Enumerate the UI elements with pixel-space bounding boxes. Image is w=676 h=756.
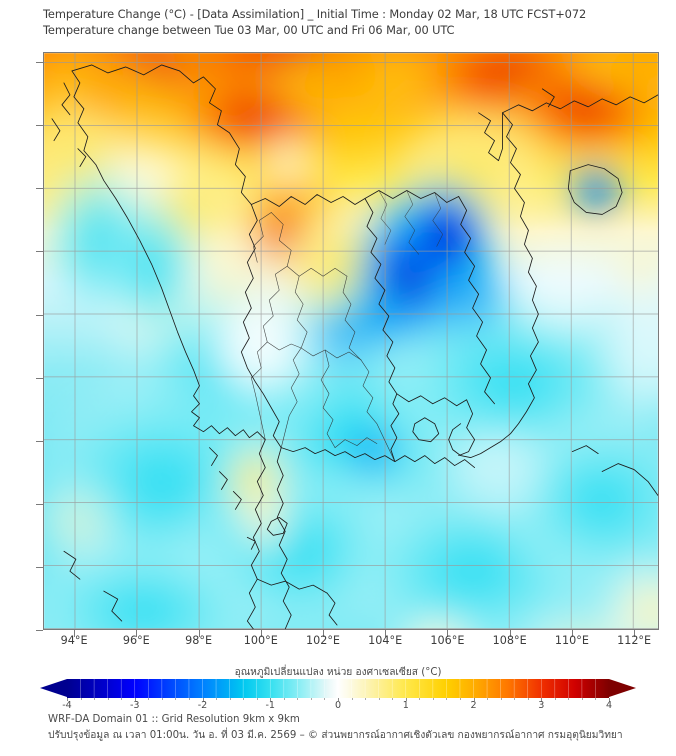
colorbar-tick-neg3 [134,698,136,701]
xtick-label-94E: 94°E [60,634,88,647]
colorbar-minor-tick [581,698,583,700]
colorbar-minor-tick [500,698,502,700]
colorbar-tick-4 [609,698,610,701]
footer: WRF-DA Domain 01 :: Grid Resolution 9km … [48,712,668,743]
colorbar-minor-tick [514,698,516,700]
colorbar-minor-tick [324,698,326,700]
xtick-label-106E: 106°E [430,634,465,647]
colorbar-minor-tick [107,698,109,700]
colorbar-tick-3 [541,698,543,701]
chart-title-line1: Temperature Change (°C) - [Data Assimila… [43,7,587,21]
colorbar-tick-label-3: 3 [538,700,545,711]
coastline-and-border-overlay [51,64,658,629]
colorbar-tick-neg2 [202,698,204,701]
colorbar-minor-tick [378,698,380,700]
colorbar-tick-neg1 [270,698,272,701]
colorbar-minor-tick [161,698,163,700]
colorbar-tick-label-neg4: -4 [62,700,72,711]
xtick-label-102E: 102°E [305,634,341,647]
colorbar-tick-label-0: 0 [334,700,342,711]
colorbar-minor-tick [351,698,353,700]
map-plot-area[interactable] [43,52,659,630]
colorbar-minor-tick [487,698,489,700]
footer-line-credit: ปรับปรุงข้อมูล ณ เวลา 01:00น. วัน อ. ที่… [48,729,623,741]
colorbar-minor-tick [175,698,177,700]
colorbar-tick-label-neg3: -3 [129,700,140,711]
xtick-label-96E: 96°E [122,634,150,647]
xtick-label-110E: 110°E [554,634,589,647]
colorbar-segment-lines [80,679,596,698]
colorbar-minor-tick [229,698,231,700]
colorbar-minor-tick [94,698,96,700]
temperature-anomaly-field [44,53,658,629]
xtick-label-100E: 100°E [243,634,278,647]
colorbar-tick-label-1: 1 [402,700,409,711]
colorbar-minor-tick [256,698,258,700]
colorbar-minor-tick [216,698,218,700]
colorbar-title: อุณหภูมิเปลี่ยนแปลง หน่วย องศาเซลเซียส (… [234,667,442,678]
footer-line-domain: WRF-DA Domain 01 :: Grid Resolution 9km … [48,714,300,725]
colorbar-minor-tick [432,698,434,700]
colorbar[interactable] [40,679,636,698]
colorbar-minor-tick [148,698,150,700]
colorbar-minor-tick [392,698,394,700]
chart-title-line2: Temperature change between Tue 03 Mar, 0… [43,23,455,37]
xtick-label-98E: 98°E [185,634,213,647]
colorbar-minor-tick [459,698,461,700]
colorbar-minor-tick [297,698,299,700]
map-graticule [44,53,658,629]
colorbar-tick-label-neg2: -2 [197,700,208,711]
colorbar-minor-tick [310,698,312,700]
colorbar-tick-neg4 [67,698,68,701]
colorbar-minor-tick [527,698,529,700]
colorbar-tick-label-neg1: -1 [265,700,276,711]
colorbar-minor-tick [595,698,597,700]
colorbar-minor-tick [283,698,285,700]
colorbar-tick-2 [473,698,475,701]
colorbar-tick-label-2: 2 [470,700,477,711]
colorbar-minor-tick [446,698,448,700]
colorbar-body[interactable] [67,679,609,698]
colorbar-min-arrow [40,679,67,697]
colorbar-minor-tick [419,698,421,700]
colorbar-minor-tick [243,698,245,700]
colorbar-minor-tick [568,698,570,700]
colorbar-minor-tick [80,698,82,700]
colorbar-minor-tick [365,698,367,700]
colorbar-tick-0 [338,698,339,701]
xtick-label-104E: 104°E [368,634,403,647]
xtick-label-112E: 112°E [617,634,652,647]
title-block: Temperature Change (°C) - [Data Assimila… [43,6,663,38]
colorbar-minor-tick [121,698,123,700]
colorbar-minor-tick [188,698,190,700]
colorbar-tick-label-4: 4 [605,700,613,711]
colorbar-minor-tick [554,698,556,700]
colorbar-tick-1 [405,698,407,701]
xtick-label-108E: 108°E [492,634,527,647]
colorbar-max-arrow [609,679,636,697]
